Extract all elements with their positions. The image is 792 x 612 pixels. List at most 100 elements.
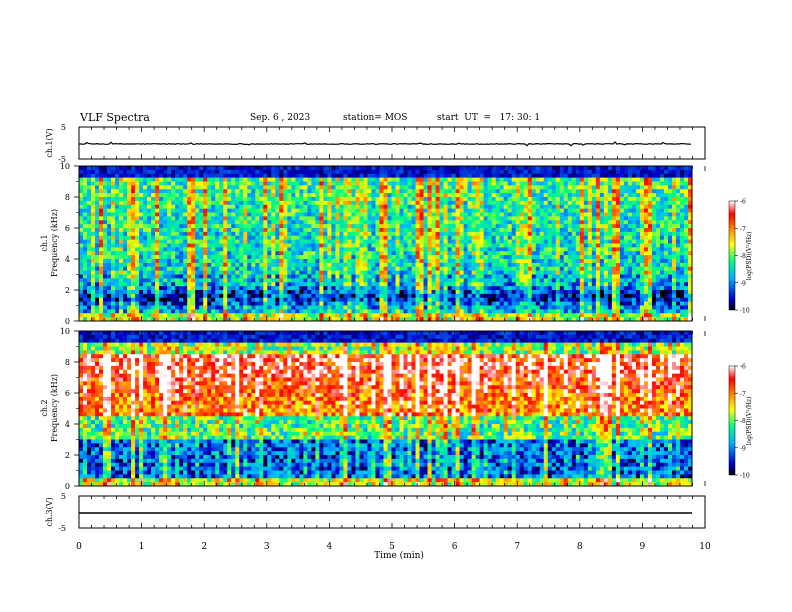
spectrogram-cell	[407, 290, 412, 295]
spectrogram-cell	[323, 204, 328, 209]
spectrogram-cell	[235, 247, 240, 252]
spectrogram-cell	[363, 216, 368, 221]
spectrogram-cell	[523, 243, 529, 248]
spectrogram-cell	[511, 231, 517, 237]
spectrogram-cell	[95, 259, 100, 264]
spectrogram-cell	[183, 243, 188, 248]
spectrogram-cell	[195, 228, 200, 233]
spectrogram-cell	[555, 216, 561, 221]
spectrogram-cell	[139, 220, 144, 225]
spectrogram-cell	[251, 166, 256, 171]
spectrogram-cell	[311, 224, 316, 229]
spectrogram-cell	[483, 262, 488, 268]
spectrogram-cell	[503, 251, 508, 256]
spectrogram-cell	[483, 266, 488, 271]
spectrogram-cell	[131, 204, 136, 209]
spectrogram-cell	[463, 243, 468, 248]
spectrogram-cell	[295, 313, 300, 318]
spectrogram-cell	[271, 181, 276, 186]
spectrogram-cell	[559, 224, 565, 229]
spectrogram-cell	[163, 305, 168, 310]
spectrogram-cell	[79, 189, 84, 194]
spectrogram-cell	[343, 259, 348, 264]
spectrogram-cell	[223, 189, 228, 194]
spectrogram-cell	[287, 251, 292, 256]
spectrogram-cell	[87, 239, 92, 244]
spectrogram-cell	[407, 274, 412, 279]
spectrogram-cell	[563, 243, 569, 248]
spectrogram-cell	[227, 228, 232, 233]
spectrogram-cell	[355, 193, 360, 198]
spectrogram-cell	[383, 266, 388, 271]
spectrogram-cell	[267, 216, 272, 221]
spectrogram-cell	[87, 216, 92, 221]
spectrogram-cell	[439, 274, 444, 279]
spectrogram-cell	[215, 278, 220, 283]
spectrogram-cell	[219, 251, 224, 256]
spectrogram-cell	[459, 309, 464, 314]
spectrogram-cell	[191, 185, 196, 190]
spectrogram-cell	[223, 255, 228, 260]
spectrogram-cell	[143, 220, 148, 225]
spectrogram-cell	[467, 251, 472, 256]
spectrogram-cell	[547, 169, 553, 175]
spectrogram-cell	[499, 212, 504, 217]
spectrogram-cell	[303, 212, 308, 217]
spectrogram-cell	[207, 313, 212, 318]
spectrogram-cell	[227, 220, 232, 225]
spectrogram-cell	[143, 193, 148, 198]
spectrogram-cell	[271, 193, 276, 198]
spectrogram-cell	[331, 278, 336, 283]
spectrogram-cell	[411, 243, 416, 248]
spectrogram-cell	[127, 216, 132, 221]
spectrogram-cell	[339, 297, 344, 302]
spectrogram-cell	[255, 301, 260, 306]
spectrogram-cell	[191, 173, 196, 178]
spectrogram-cell	[575, 220, 581, 225]
spectrogram-cell	[371, 173, 376, 178]
spectrogram-cell	[339, 309, 344, 314]
spectrogram-cell	[543, 228, 549, 233]
spectrogram-cell	[271, 200, 276, 206]
spectrogram-cell	[399, 235, 404, 240]
spectrogram-cell	[135, 270, 140, 275]
spectrogram-cell	[283, 189, 288, 194]
spectrogram-cell	[483, 193, 488, 198]
spectrogram-cell	[391, 305, 396, 310]
spectrogram-cell	[335, 290, 340, 295]
spectrogram-cell	[363, 251, 368, 256]
spectrogram-cell	[267, 266, 272, 271]
spectrogram-cell	[403, 293, 408, 299]
spectrogram-cell	[187, 197, 192, 202]
spectrogram-cell	[411, 200, 416, 206]
spectrogram-cell	[251, 173, 256, 178]
spectrogram-cell	[307, 282, 312, 287]
spectrogram-cell	[379, 286, 384, 291]
spectrogram-cell	[563, 293, 569, 299]
spectrogram-cell	[563, 247, 569, 252]
spectrogram-cell	[219, 262, 224, 268]
spectrogram-cell	[415, 317, 420, 322]
spectrogram-cell	[503, 317, 508, 322]
spectrogram-cell	[123, 197, 128, 202]
spectrogram-cell	[431, 216, 436, 221]
spectrogram-cell	[275, 251, 280, 256]
spectrogram-cell	[511, 259, 517, 264]
spectrogram-cell	[539, 309, 545, 314]
spectrogram-cell	[95, 243, 100, 248]
spectrogram-cell	[223, 305, 228, 310]
spectrogram-cell	[423, 293, 428, 299]
spectrogram-cell	[299, 197, 304, 202]
spectrogram-cell	[567, 208, 573, 213]
spectrogram-cell	[291, 216, 296, 221]
spectrogram-cell	[483, 239, 488, 244]
spectrogram-cell	[215, 204, 220, 209]
spectrogram-cell	[91, 251, 96, 256]
spectrogram-cell	[519, 266, 525, 271]
spectrogram-cell	[319, 212, 324, 217]
spectrogram-cell	[447, 290, 452, 295]
spectrogram-cell	[435, 317, 440, 322]
spectrogram-cell	[563, 231, 569, 237]
spectrogram-cell	[427, 286, 432, 291]
spectrogram-cell	[231, 293, 236, 299]
